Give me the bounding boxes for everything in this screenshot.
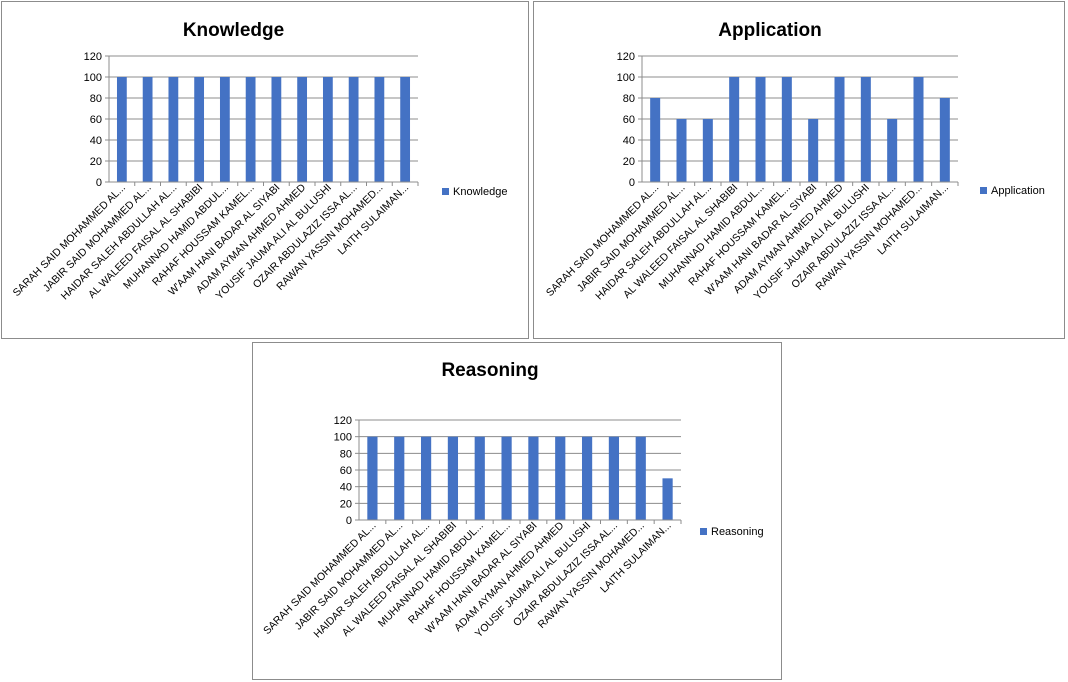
application-bar-8 [834, 77, 845, 182]
knowledge-y-tick-label: 40 [90, 135, 102, 147]
reasoning-bar-8 [555, 436, 566, 520]
application-bar-3 [702, 119, 713, 182]
application-chart: Application 0 20 40 60 80 100 120 SARAH SAID MOH… [533, 1, 1065, 339]
knowledge-legend-swatch [442, 188, 449, 195]
application-bar-5 [755, 77, 766, 182]
application-legend-swatch [980, 187, 987, 194]
knowledge-bar-9 [322, 77, 333, 182]
reasoning-bar-9 [581, 436, 593, 520]
reasoning-bar-12 [662, 478, 673, 520]
application-bar-12 [939, 98, 950, 182]
knowledge-bar-10 [348, 77, 359, 182]
knowledge-bar-8 [297, 77, 308, 182]
knowledge-bar-5 [219, 77, 230, 182]
reasoning-y-tick-label: 40 [340, 482, 352, 494]
application-title: Application [718, 20, 821, 41]
knowledge-bar-6 [245, 77, 256, 182]
reasoning-title: Reasoning [441, 360, 538, 381]
knowledge-bar-12 [400, 77, 411, 182]
reasoning-y-tick-label: 60 [340, 465, 352, 477]
application-bar-10 [887, 119, 898, 182]
application-y-tick-label: 60 [623, 114, 635, 126]
reasoning-bar-3 [420, 436, 432, 520]
application-y-tick-label: 20 [623, 156, 635, 168]
knowledge-y-tick-label: 60 [90, 114, 102, 126]
knowledge-bar-3 [168, 77, 179, 182]
application-y-tick-label: 120 [617, 51, 635, 63]
knowledge-bar-7 [271, 77, 282, 182]
reasoning-bar-2 [394, 436, 405, 520]
application-bar-7 [808, 119, 819, 182]
reasoning-y-tick-label: 0 [346, 515, 352, 527]
reasoning-y-tick-label: 100 [334, 432, 352, 444]
application-bar-4 [729, 77, 740, 182]
knowledge-bar-4 [194, 77, 205, 182]
knowledge-legend-label: Knowledge [453, 186, 507, 198]
application-bar-2 [676, 119, 687, 182]
application-y-tick-label: 100 [617, 72, 635, 84]
knowledge-bar-11 [374, 77, 385, 182]
reasoning-y-tick-label: 20 [340, 498, 352, 510]
application-bar-1 [650, 98, 661, 182]
knowledge-chart: Knowledge 0 20 40 60 80 100 120 SARAH SAID MOHAM… [1, 1, 529, 339]
application-y-tick-label: 40 [623, 135, 635, 147]
knowledge-y-tick-label: 80 [90, 93, 102, 105]
application-y-tick-label: 80 [623, 93, 635, 105]
application-bar-6 [781, 77, 792, 182]
knowledge-y-tick-label: 100 [84, 72, 102, 84]
knowledge-bar-1 [116, 77, 127, 182]
knowledge-bar-2 [142, 77, 153, 182]
reasoning-bar-7 [528, 436, 539, 520]
reasoning-bar-10 [608, 436, 620, 520]
knowledge-y-tick-label: 20 [90, 156, 102, 168]
reasoning-y-tick-label: 120 [334, 415, 352, 427]
reasoning-legend-swatch [700, 528, 707, 535]
reasoning-bar-4 [447, 436, 459, 520]
reasoning-legend-label: Reasoning [711, 526, 764, 538]
knowledge-title: Knowledge [183, 20, 284, 41]
knowledge-y-tick-label: 120 [84, 51, 102, 63]
reasoning-bar-6 [501, 436, 512, 520]
application-legend-label: Application [991, 185, 1045, 197]
reasoning-bar-11 [635, 436, 646, 520]
reasoning-y-tick-label: 80 [340, 448, 352, 460]
reasoning-bar-5 [474, 436, 485, 520]
application-bar-9 [860, 77, 871, 182]
application-bar-11 [913, 77, 924, 182]
reasoning-chart: Reasoning 0 20 40 60 80 100 120 SARAH SAID MOHAM… [252, 342, 782, 680]
knowledge-y-tick-label: 0 [96, 177, 102, 189]
reasoning-bar-1 [367, 436, 378, 520]
application-y-tick-label: 0 [629, 177, 635, 189]
